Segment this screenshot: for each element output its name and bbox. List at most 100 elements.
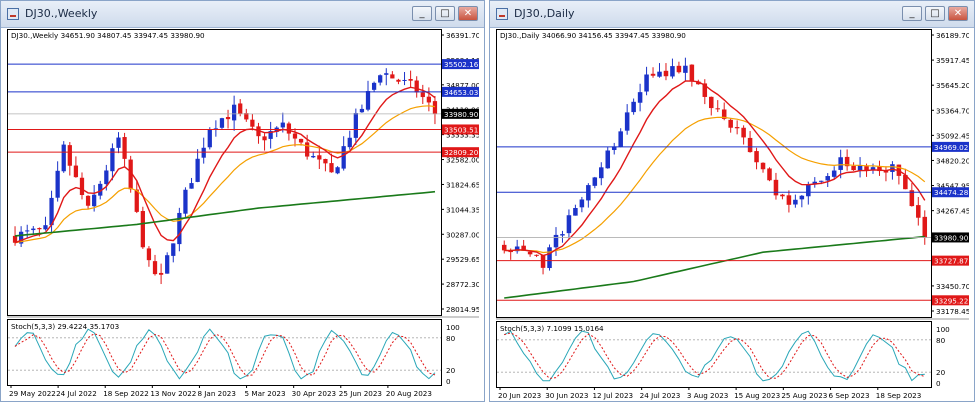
candle bbox=[408, 70, 413, 88]
candle bbox=[838, 149, 843, 179]
candle-body bbox=[292, 133, 298, 139]
price-axis-label: 35645.20 bbox=[936, 81, 969, 90]
time-axis-label: 12 Jul 2023 bbox=[592, 391, 633, 400]
candle bbox=[177, 207, 182, 252]
chart-header: DJ30.,Weekly 34651.90 34807.45 33947.45 … bbox=[11, 31, 205, 40]
restore-button[interactable]: □ bbox=[925, 6, 945, 21]
candle bbox=[767, 167, 772, 182]
oscillator-axis-label: 20 bbox=[936, 368, 946, 377]
candle-body bbox=[547, 247, 552, 269]
candle bbox=[146, 246, 152, 267]
price-axis-label: 32582.00 bbox=[446, 156, 479, 165]
candle-body bbox=[573, 208, 578, 216]
minimize-button[interactable]: _ bbox=[412, 6, 432, 21]
window-title: DJ30.,Daily bbox=[514, 7, 575, 20]
candle bbox=[909, 183, 915, 207]
candle-body bbox=[922, 216, 928, 238]
candle-body bbox=[592, 177, 598, 186]
candle-body bbox=[721, 109, 727, 119]
moving-average-slow bbox=[14, 190, 436, 237]
candle-body bbox=[709, 96, 714, 109]
candle bbox=[683, 57, 688, 81]
price-chart[interactable]: 36189.70 35917.45 35645.20 35364.70 35092.45… bbox=[496, 27, 969, 401]
candle bbox=[238, 99, 243, 117]
candle-body bbox=[715, 108, 720, 110]
time-axis: 29 May 2022 24 Jul 2022 18 Sep 2022 13 Nov … bbox=[9, 385, 432, 398]
oscillator-label: Stoch(5,3,3) 29.4224 35.1703 bbox=[11, 322, 119, 331]
candle-body bbox=[767, 168, 772, 181]
candle bbox=[79, 172, 85, 200]
candle-body bbox=[177, 212, 182, 245]
candle-body bbox=[566, 215, 572, 234]
candle-body bbox=[683, 65, 688, 73]
price-chart[interactable]: 36391.7035634.1034877.0034119.9033333.35… bbox=[7, 27, 479, 401]
candle-body bbox=[890, 164, 895, 172]
candle-body bbox=[122, 137, 127, 159]
candle bbox=[110, 143, 115, 181]
candle-body bbox=[650, 73, 656, 76]
window-titlebar[interactable]: DJ30.,Weekly _ □ ✕ bbox=[1, 1, 484, 28]
candle bbox=[605, 147, 611, 169]
candle-body bbox=[73, 165, 79, 178]
candle-body bbox=[605, 150, 611, 169]
candle-body bbox=[25, 230, 30, 232]
candle bbox=[773, 172, 779, 200]
price-axis-label: 28772.30 bbox=[446, 280, 479, 289]
candle bbox=[189, 177, 194, 189]
candle bbox=[534, 254, 539, 258]
candle-body bbox=[670, 66, 675, 77]
time-axis-label: 18 Sep 2022 bbox=[103, 389, 149, 398]
candle bbox=[207, 127, 212, 150]
time-axis-label: 30 Apr 2023 bbox=[292, 389, 336, 398]
price-axis-label: 34547.95 bbox=[936, 182, 969, 191]
candle bbox=[851, 162, 856, 171]
candle-body bbox=[631, 101, 636, 113]
oscillator-axis-label: 0 bbox=[936, 379, 941, 388]
candle bbox=[116, 132, 121, 154]
window-titlebar[interactable]: DJ30.,Daily _ □ ✕ bbox=[490, 1, 974, 28]
moving-average-fast bbox=[14, 86, 436, 244]
candle bbox=[378, 74, 383, 86]
candle bbox=[213, 120, 219, 137]
stochastic-signal-line bbox=[14, 333, 436, 377]
candle-body bbox=[534, 254, 539, 256]
close-button[interactable]: ✕ bbox=[458, 6, 478, 21]
close-button[interactable]: ✕ bbox=[948, 6, 968, 21]
price-axis: 36189.70 35917.45 35645.20 35364.70 35092.45… bbox=[931, 31, 969, 316]
candle bbox=[262, 133, 267, 151]
restore-button[interactable]: □ bbox=[435, 6, 455, 21]
candle-body bbox=[903, 174, 908, 190]
candle bbox=[134, 180, 139, 214]
candle bbox=[780, 193, 785, 200]
candle-body bbox=[341, 146, 346, 169]
candle-body bbox=[262, 136, 267, 141]
candle-body bbox=[49, 197, 54, 226]
weekly-chart-window[interactable]: DJ30.,Weekly _ □ ✕ 36391.7035634.1034877… bbox=[0, 0, 485, 402]
price-axis-label: 33450.70 bbox=[936, 282, 969, 291]
time-axis-label: 20 Aug 2023 bbox=[386, 389, 432, 398]
candle bbox=[183, 187, 188, 218]
candle-body bbox=[238, 103, 243, 114]
candle bbox=[514, 239, 520, 254]
minimize-button[interactable]: _ bbox=[902, 6, 922, 21]
moving-average-fast bbox=[504, 80, 926, 257]
candle bbox=[122, 132, 127, 167]
candle-body bbox=[317, 155, 322, 160]
daily-chart-window[interactable]: DJ30.,Daily _ □ ✕ 36189.70 35917.45 35645.… bbox=[489, 0, 975, 402]
candle-body bbox=[250, 119, 255, 127]
candle-body bbox=[116, 137, 121, 148]
candle-body bbox=[799, 195, 805, 200]
candle bbox=[195, 149, 200, 183]
candle bbox=[67, 142, 72, 176]
time-axis-label: 6 Sep 2023 bbox=[829, 391, 870, 400]
candle bbox=[140, 206, 145, 249]
time-axis-label: 3 Aug 2023 bbox=[687, 391, 728, 400]
candle-body bbox=[420, 92, 425, 98]
candle-body bbox=[365, 91, 371, 110]
level-tag bbox=[932, 255, 969, 266]
candle bbox=[268, 121, 273, 149]
time-axis-label: 15 Aug 2023 bbox=[734, 391, 780, 400]
candle bbox=[353, 108, 358, 145]
candle-body bbox=[540, 254, 546, 268]
candle bbox=[347, 130, 352, 150]
